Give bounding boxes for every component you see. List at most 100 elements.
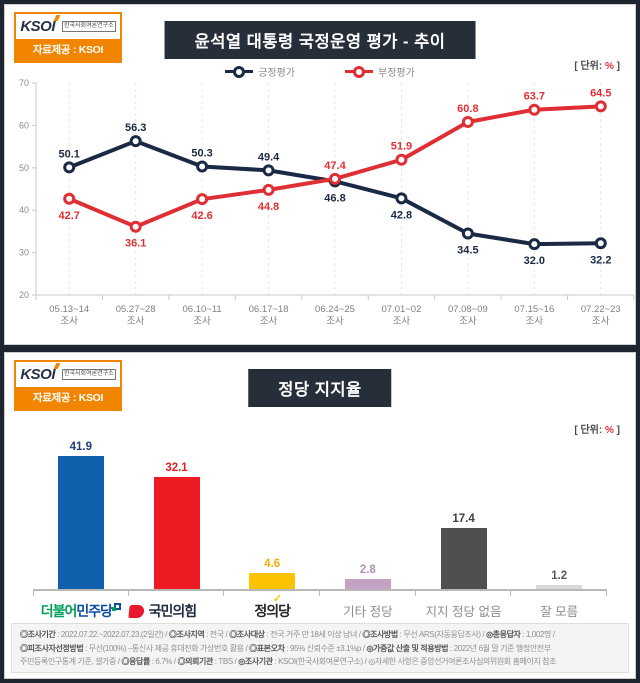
survey-footnote: ◎조사기간 : 2022.07.22.~2022.07.23.(2일간) / ◎… [11, 623, 629, 673]
bar-slot: 17.4 [416, 441, 512, 596]
justice-check-icon: ✓ [272, 593, 282, 605]
approval-trend-panel: KSOI 한국사회여론연구소 자료제공 : KSOI 윤석열 대통령 국정운영 … [4, 4, 636, 345]
x-tick-label: 07.15~16 [514, 304, 554, 315]
party-label: 잘 모름 [540, 605, 579, 619]
data-point-label: 47.4 [324, 160, 346, 172]
x-tick-label: 07.08~09 [448, 304, 488, 315]
x-tick-suffix: 조사 [326, 316, 344, 327]
data-point-label: 49.4 [258, 151, 280, 163]
data-point-label: 32.0 [524, 255, 545, 267]
y-tick-label: 70 [19, 78, 29, 88]
footnote-line: 주민등록인구통계 기준, 셀가중 / ◎응답률 : 6.7% / ◎의뢰기관 :… [20, 656, 557, 666]
data-point-marker [196, 160, 209, 173]
legend-negative-label: 부정평가 [378, 68, 415, 79]
y-tick-label: 60 [19, 120, 29, 130]
data-point-marker [528, 238, 541, 251]
justice-label-text: 정의당 ✓ [254, 593, 291, 619]
x-tick-suffix: 조사 [127, 316, 145, 327]
positive-line-marker-icon [225, 65, 254, 78]
x-tick-suffix: 조사 [459, 316, 477, 327]
data-point-label: 60.8 [457, 103, 478, 115]
x-tick-label: 07.22~23 [581, 304, 621, 315]
x-tick-suffix: 조사 [526, 316, 544, 327]
ksoi-logo: KSOI 한국사회여론연구소 자료제공 : KSOI [14, 360, 122, 411]
bar-slot: 4.6 [224, 441, 320, 596]
ksoi-logo-top: KSOI 한국사회여론연구소 [16, 14, 120, 39]
x-tick-label: 05.27~28 [116, 304, 156, 315]
legend-positive-label: 긍정평가 [258, 68, 295, 79]
ksoi-org-name: 한국사회여론연구소 [62, 369, 116, 380]
x-tick-suffix: 조사 [193, 316, 211, 327]
legend-item-negative: 부정평가 [345, 64, 415, 79]
data-point-label: 56.3 [125, 122, 146, 134]
bar-slot: 2.8 [320, 441, 416, 596]
ksoi-provider-strip: 자료제공 : KSOI [16, 39, 120, 61]
data-point-label: 42.6 [191, 210, 212, 222]
data-point-label: 46.8 [324, 192, 345, 204]
data-point-label: 50.1 [59, 148, 80, 160]
party-bars-row: 41.9 32.1 4.6 2.8 17.4 1.2 [33, 441, 607, 596]
ksoi-logo: KSOI 한국사회여론연구소 자료제공 : KSOI [14, 12, 122, 63]
negative-ring-icon [353, 65, 365, 78]
data-point-marker [129, 220, 142, 233]
unit-label: [ 단위: % ] [574, 57, 620, 72]
data-point-label: 32.2 [590, 254, 611, 266]
ppp-logo-icon [127, 604, 145, 618]
data-point-label: 42.8 [391, 209, 412, 221]
party-bar [344, 579, 391, 589]
ppp-label-text: 국민의힘 [148, 603, 198, 619]
data-point-marker [196, 193, 209, 206]
data-point-marker [262, 164, 275, 177]
data-point-marker [262, 183, 275, 196]
party-label: 지지 정당 없음 [425, 605, 502, 619]
data-point-label: 64.5 [590, 87, 611, 99]
data-point-marker [329, 172, 341, 185]
data-point-label: 63.7 [524, 91, 545, 103]
data-point-marker [395, 153, 408, 166]
x-tick-label: 06.17~18 [249, 304, 289, 315]
unit-percent: % [604, 61, 614, 72]
party-labels-row: 더불어민주당 국민의힘 정의당 ✓ 기타 정당 지지 정당 없음 잘 모름 [33, 591, 607, 621]
x-tick-suffix: 조사 [260, 316, 278, 327]
data-point-marker [461, 116, 474, 129]
data-point-marker [63, 161, 76, 174]
ksoi-brand: KSOI [20, 18, 59, 35]
bar-value-label: 2.8 [359, 564, 376, 576]
approval-trend-chart: 20304050607005.13~14조사05.27~28조사06.10~11… [19, 78, 635, 327]
unit-text: [ 단위: [574, 61, 605, 72]
party-label: 정의당 ✓ [224, 593, 320, 621]
party-label: 더불어민주당 [33, 601, 129, 621]
data-point-label: 36.1 [125, 238, 146, 250]
ksoi-org-name: 한국사회여론연구소 [62, 21, 116, 32]
data-point-label: 44.8 [258, 201, 279, 213]
unit-label: [ 단위: % ] [574, 421, 620, 436]
x-tick-label: 06.10~11 [183, 304, 222, 315]
positive-ring-icon [233, 65, 246, 78]
party-bar [440, 528, 487, 589]
x-tick-label: 05.13~14 [49, 304, 89, 315]
y-tick-label: 40 [19, 205, 29, 215]
party-support-panel: KSOI 한국사회여론연구소 자료제공 : KSOI 정당 지지율 [ 단위: … [4, 352, 636, 679]
party-bar [57, 456, 104, 589]
party-label: 기타 정당 [343, 605, 393, 619]
data-point-marker [395, 192, 408, 205]
bar-value-label: 1.2 [551, 570, 568, 582]
party-chart-title: 정당 지지율 [248, 369, 392, 407]
party-bar-chart: 41.9 32.1 4.6 2.8 17.4 1.2 더불어민주당 국민의힘 정의당 ✓ 기타 정… [33, 441, 607, 621]
x-tick-label: 06.24~25 [315, 304, 355, 315]
x-tick-suffix: 조사 [393, 316, 411, 327]
bar-slot: 41.9 [33, 441, 129, 596]
data-point-marker [129, 135, 142, 148]
data-point-marker [461, 227, 474, 240]
bar-value-label: 41.9 [69, 441, 93, 453]
unit-text-close: ] [613, 61, 620, 72]
x-tick-label: 07.01~02 [381, 304, 421, 315]
party-bar [249, 573, 296, 589]
party-bar [536, 585, 583, 589]
party-bar [153, 477, 200, 589]
minjoo-label-part: 민주당 [76, 603, 113, 619]
x-tick-suffix: 조사 [60, 316, 78, 327]
data-point-label: 51.9 [391, 141, 412, 153]
y-tick-label: 30 [19, 248, 29, 258]
